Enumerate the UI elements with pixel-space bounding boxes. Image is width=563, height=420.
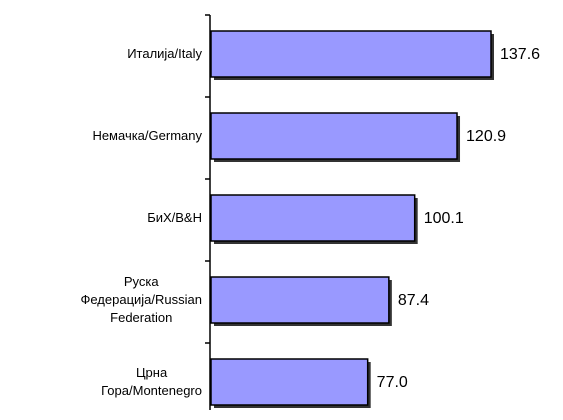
bar bbox=[210, 358, 369, 406]
bar bbox=[210, 112, 458, 160]
category-label: Италија/Italy bbox=[127, 46, 202, 61]
bar bbox=[210, 30, 492, 78]
category-label: Немачка/Germany bbox=[92, 128, 202, 143]
value-label: 100.1 bbox=[424, 210, 464, 227]
bar bbox=[210, 276, 390, 324]
category-label: Црна Гора/Montenegro bbox=[101, 365, 202, 398]
value-label: 137.6 bbox=[500, 46, 540, 63]
category-label: БиХ/B&H bbox=[147, 210, 202, 225]
bar bbox=[210, 194, 416, 242]
value-label: 77.0 bbox=[377, 374, 408, 391]
value-label: 87.4 bbox=[398, 292, 429, 309]
category-label: Руска Федерација/Russian Federation bbox=[80, 274, 202, 325]
value-label: 120.9 bbox=[466, 128, 506, 145]
